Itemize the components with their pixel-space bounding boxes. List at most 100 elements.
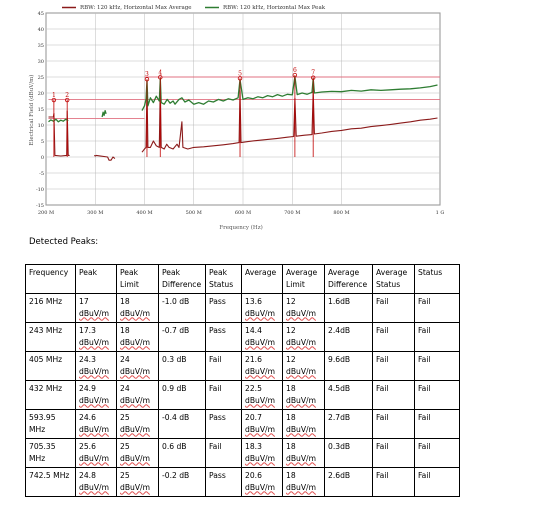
x-tick-label: 700 M <box>284 210 300 216</box>
cell-value: 2.4dB <box>328 326 351 335</box>
cell-value: 2.7dB <box>328 413 351 422</box>
cell-avg-limit: 18 dBuV/m <box>282 380 325 410</box>
cell-value: 12 <box>286 326 296 335</box>
table-row: 593.95 MHz 24.6 dBuV/m 25 dBuV/m -0.4 dB Pass 2… <box>25 409 460 439</box>
cell-avg-status: Fail <box>372 322 415 352</box>
cell-value: Fail <box>209 384 222 393</box>
cell-peak-status: Pass <box>205 322 242 352</box>
peak-trace <box>101 109 107 118</box>
cell-value: 593.95 MHz <box>29 413 56 434</box>
cell-avg-status: Fail <box>372 438 415 468</box>
column-header-text: Difference <box>162 279 202 289</box>
cell-value: 20.7 <box>245 413 262 422</box>
cell-avg-limit: 12 dBuV/m <box>282 351 325 381</box>
cell-value: 243 MHz <box>29 326 63 335</box>
cell-value: -0.2 dB <box>162 471 190 480</box>
cell-avg: 22.5 dBuV/m <box>241 380 283 410</box>
cell-value: 20.6 <box>245 471 262 480</box>
peak-marker-dot <box>237 76 243 81</box>
cell-unit: dBuV/m <box>120 395 150 405</box>
peak-marker-dot <box>64 97 70 103</box>
cell-value: Fail <box>376 471 389 480</box>
cell-value: Fail <box>376 355 389 364</box>
peak-marker-label: 1 <box>52 92 56 99</box>
column-header-text: Status <box>376 279 401 289</box>
peak-markers: 1 2 3 4 5 6 7 <box>51 67 316 157</box>
cell-unit: dBuV/m <box>245 482 275 492</box>
cell-value: 24.6 <box>79 413 96 422</box>
cell-freq: 432 MHz <box>25 380 76 410</box>
cell-value: 18 <box>286 384 296 393</box>
cell-unit: dBuV/m <box>286 395 316 405</box>
cell-peak-diff: 0.6 dB <box>158 438 206 468</box>
cell-unit: dBuV/m <box>79 366 109 376</box>
cell-peak-limit: 25 dBuV/m <box>116 409 159 439</box>
cell-unit: dBuV/m <box>79 395 109 405</box>
cell-value: 24 <box>120 355 130 364</box>
cell-peak-diff: 0.3 dB <box>158 351 206 381</box>
cell-value: 25 <box>120 471 130 480</box>
column-header: Average Status <box>372 264 415 294</box>
cell-unit: dBuV/m <box>245 395 275 405</box>
y-tick-label: 35 <box>38 43 44 49</box>
cell-value: 12 <box>286 297 296 306</box>
table-body: 216 MHz 17 dBuV/m 18 dBuV/m -1.0 dB Pass 13.6 dB… <box>25 293 460 497</box>
cell-value: 1.6dB <box>328 297 351 306</box>
cell-peak-limit: 25 dBuV/m <box>116 467 159 497</box>
cell-value: 0.3dB <box>328 442 351 451</box>
cell-avg-diff: 9.6dB <box>324 351 373 381</box>
cell-value: Fail <box>418 326 431 335</box>
y-tick-label: 0 <box>41 155 44 161</box>
table-row: 216 MHz 17 dBuV/m 18 dBuV/m -1.0 dB Pass 13.6 dB… <box>25 293 460 323</box>
cell-avg-limit: 18 dBuV/m <box>282 409 325 439</box>
x-tick-label: 200 M <box>38 210 54 216</box>
cell-value: 24.8 <box>79 471 96 480</box>
cell-peak-diff: -1.0 dB <box>158 293 206 323</box>
cell-value: 18 <box>286 442 296 451</box>
cell-status: Fail <box>414 322 460 352</box>
cell-avg-status: Fail <box>372 380 415 410</box>
cell-unit: dBuV/m <box>286 424 316 434</box>
cell-avg: 18.3 dBuV/m <box>241 438 283 468</box>
cell-avg-diff: 1.6dB <box>324 293 373 323</box>
cell-value: Fail <box>418 297 431 306</box>
column-header: Peak Limit <box>116 264 159 294</box>
cell-unit: dBuV/m <box>79 308 109 318</box>
cell-peak-diff: 0.9 dB <box>158 380 206 410</box>
cell-unit: dBuV/m <box>79 424 109 434</box>
column-header-text: Average <box>286 268 318 277</box>
peak-marker-dot <box>292 72 298 78</box>
cell-avg-diff: 0.3dB <box>324 438 373 468</box>
y-tick-label: -15 <box>36 203 44 209</box>
column-header-text: Peak <box>209 268 228 277</box>
cell-unit: dBuV/m <box>79 337 109 347</box>
cell-status: Fail <box>414 380 460 410</box>
cell-peak-limit: 18 dBuV/m <box>116 293 159 323</box>
cell-unit: dBuV/m <box>245 366 275 376</box>
table-row: 243 MHz 17.3 dBuV/m 18 dBuV/m -0.7 dB Pass 14.4… <box>25 322 460 352</box>
cell-value: 405 MHz <box>29 355 63 364</box>
column-header-text: Status <box>418 268 443 277</box>
average-trace <box>94 154 116 161</box>
column-header: Average Limit <box>282 264 325 294</box>
x-tick-label: 800 M <box>333 210 349 216</box>
cell-avg: 20.7 dBuV/m <box>241 409 283 439</box>
column-header: Status <box>414 264 460 294</box>
cell-peak: 24.9 dBuV/m <box>75 380 117 410</box>
limit-lines <box>48 76 440 120</box>
column-header: Frequency <box>25 264 76 294</box>
column-header: Average <box>241 264 283 294</box>
column-header-text: Average <box>376 268 408 277</box>
cell-value: 9.6dB <box>328 355 351 364</box>
cell-unit: dBuV/m <box>120 424 150 434</box>
cell-unit: dBuV/m <box>79 453 109 463</box>
cell-avg-diff: 2.7dB <box>324 409 373 439</box>
cell-unit: dBuV/m <box>245 424 275 434</box>
x-tick-label: 1 G <box>436 210 445 216</box>
peak-marker-label: 3 <box>145 71 149 78</box>
cell-value: Pass <box>209 413 226 422</box>
cell-status: Fail <box>414 293 460 323</box>
cell-unit: dBuV/m <box>286 366 316 376</box>
cell-freq: 742.5 MHz <box>25 467 76 497</box>
